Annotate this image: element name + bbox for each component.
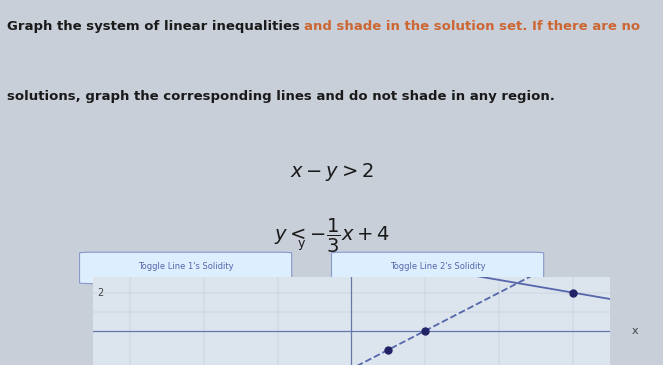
Text: $x - y > 2$: $x - y > 2$	[290, 161, 373, 184]
FancyBboxPatch shape	[80, 252, 292, 284]
Text: y: y	[298, 237, 306, 250]
Text: Graph the system of linear inequalities: Graph the system of linear inequalities	[7, 20, 304, 33]
Text: solutions, graph the corresponding lines and do not shade in any region.: solutions, graph the corresponding lines…	[7, 90, 554, 103]
Text: x: x	[632, 326, 638, 336]
Text: and shade in the solution set. If there are no: and shade in the solution set. If there …	[304, 20, 640, 33]
Text: 2: 2	[97, 288, 103, 297]
Text: Toggle Line 1's Solidity: Toggle Line 1's Solidity	[138, 262, 233, 271]
FancyBboxPatch shape	[332, 252, 544, 284]
Text: Toggle Line 2's Solidity: Toggle Line 2's Solidity	[390, 262, 485, 271]
Text: $y < -\dfrac{1}{3}x + 4$: $y < -\dfrac{1}{3}x + 4$	[274, 217, 389, 255]
